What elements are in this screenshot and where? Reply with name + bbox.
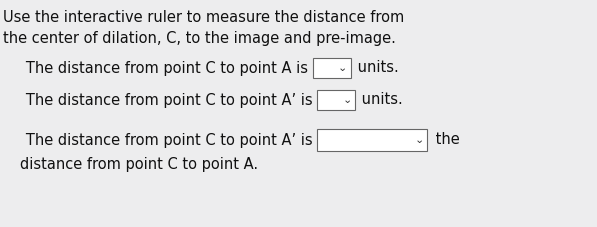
FancyBboxPatch shape <box>313 58 350 78</box>
Text: Use the interactive ruler to measure the distance from: Use the interactive ruler to measure the… <box>3 10 404 25</box>
Text: The distance from point C to point A’ is: The distance from point C to point A’ is <box>12 133 317 148</box>
Text: distance from point C to point A.: distance from point C to point A. <box>20 158 258 173</box>
Text: the center of dilation, C, to the image and pre-image.: the center of dilation, C, to the image … <box>3 30 396 45</box>
Text: the: the <box>431 133 460 148</box>
Text: ⌄: ⌄ <box>343 95 352 105</box>
Text: The distance from point C to point A’ is: The distance from point C to point A’ is <box>12 92 317 108</box>
FancyBboxPatch shape <box>317 90 355 110</box>
Text: The distance from point C to point A is: The distance from point C to point A is <box>12 61 313 76</box>
Text: units.: units. <box>357 92 403 108</box>
FancyBboxPatch shape <box>317 129 427 151</box>
Text: units.: units. <box>353 61 398 76</box>
Text: ⌄: ⌄ <box>338 63 347 73</box>
Text: ⌄: ⌄ <box>414 135 424 145</box>
